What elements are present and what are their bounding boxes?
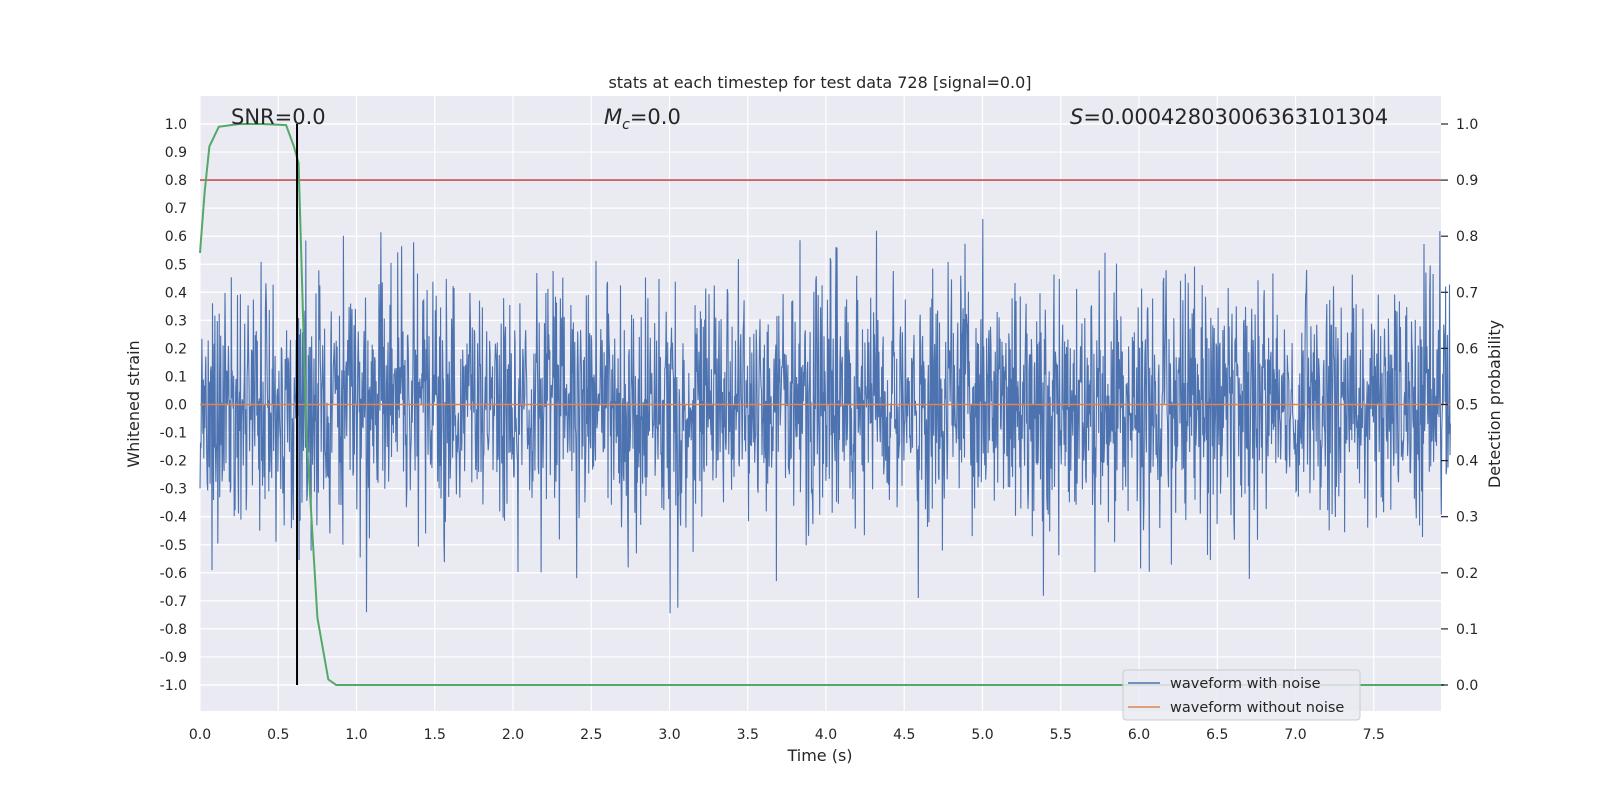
y-left-tick-label-2: 0.8 <box>165 173 187 189</box>
y-right-tick-label-3: 0.7 <box>1456 285 1478 301</box>
y-left-tick-label-4: 0.6 <box>165 229 187 245</box>
y-left-tick-label-7: 0.3 <box>165 313 187 329</box>
y-left-axis-ticks: 1.0 0.9 0.8 0.7 0.6 0.5 0.4 0.3 0.2 0.1 0.0 -0.1 -0.… <box>160 117 187 694</box>
y-left-axis-label: Whitened strain <box>124 340 143 467</box>
legend: waveform with noise waveform without noi… <box>1122 669 1361 721</box>
y-left-tick-label-8: 0.2 <box>165 341 187 357</box>
legend-label-with-noise: waveform with noise <box>1170 676 1321 692</box>
x-tick-label-3: 1.5 <box>424 727 446 743</box>
y-right-tick-label-0: 1.0 <box>1456 117 1478 133</box>
y-left-tick-label-13: -0.3 <box>160 482 187 498</box>
y-left-tick-label-11: -0.1 <box>160 426 187 442</box>
x-tick-label-5: 2.5 <box>580 727 602 743</box>
y-left-tick-label-19: -0.9 <box>160 650 187 666</box>
y-right-axis-ticks: 1.0 0.9 0.8 0.7 0.6 0.5 0.4 0.3 0.2 0.1 0.0 <box>1441 117 1478 694</box>
y-right-tick-label-1: 0.9 <box>1456 173 1478 189</box>
x-tick-label-15: 7.5 <box>1363 727 1385 743</box>
y-left-tick-label-3: 0.7 <box>165 201 187 217</box>
x-tick-label-9: 4.5 <box>893 727 915 743</box>
y-right-tick-label-5: 0.5 <box>1456 398 1478 414</box>
y-right-tick-label-4: 0.6 <box>1456 341 1478 357</box>
overlay-lines <box>199 123 1451 686</box>
x-axis-ticks: 0.0 0.5 1.0 1.5 2.0 2.5 3.0 3.5 4.0 4.5 5.0 5.5 6.0 6… <box>189 727 1385 743</box>
y-left-tick-label-10: 0.0 <box>165 398 187 414</box>
x-tick-label-7: 3.5 <box>737 727 759 743</box>
y-left-tick-label-9: 0.1 <box>165 369 187 385</box>
annotation-statistic: S=0.00042803006363101304 <box>1070 105 1388 129</box>
y-right-tick-label-8: 0.2 <box>1456 566 1478 582</box>
y-left-tick-label-1: 0.9 <box>165 145 187 161</box>
y-left-tick-label-16: -0.6 <box>160 566 187 582</box>
y-right-tick-label-6: 0.4 <box>1456 454 1478 470</box>
annotation-snr: SNR=0.0 <box>231 105 326 129</box>
y-right-axis-label: Detection probability <box>1485 320 1504 488</box>
y-left-tick-label-18: -0.8 <box>160 622 187 638</box>
y-right-tick-label-9: 0.1 <box>1456 622 1478 638</box>
x-tick-label-13: 6.5 <box>1206 727 1228 743</box>
x-tick-label-8: 4.0 <box>815 727 837 743</box>
y-right-tick-label-10: 0.0 <box>1456 678 1478 694</box>
x-tick-label-1: 0.5 <box>267 727 289 743</box>
legend-label-without-noise: waveform without noise <box>1170 700 1344 716</box>
chart-title: stats at each timestep for test data 728… <box>608 73 1031 92</box>
y-right-tick-label-7: 0.3 <box>1456 510 1478 526</box>
x-tick-label-14: 7.0 <box>1284 727 1306 743</box>
x-tick-label-10: 5.0 <box>971 727 993 743</box>
x-tick-label-6: 3.0 <box>658 727 680 743</box>
y-right-tick-label-2: 0.8 <box>1456 229 1478 245</box>
y-left-tick-label-5: 0.5 <box>165 257 187 273</box>
y-left-tick-label-12: -0.2 <box>160 454 187 470</box>
x-tick-label-2: 1.0 <box>345 727 367 743</box>
series-waveform-with-noise <box>199 218 1451 614</box>
legend-box <box>1122 669 1361 721</box>
y-left-tick-label-14: -0.4 <box>160 510 187 526</box>
detection-probability-curve <box>199 123 1445 686</box>
y-left-tick-label-20: -1.0 <box>160 678 187 694</box>
annotation-chirp-mass: Mc=0.0 <box>604 105 681 133</box>
y-left-tick-label-15: -0.5 <box>160 538 187 554</box>
x-tick-label-0: 0.0 <box>189 727 211 743</box>
x-tick-label-11: 5.5 <box>1050 727 1072 743</box>
y-left-tick-label-17: -0.7 <box>160 594 187 610</box>
noise-trace <box>199 218 1451 614</box>
y-left-tick-label-6: 0.4 <box>165 285 187 301</box>
y-left-tick-label-0: 1.0 <box>165 117 187 133</box>
x-tick-label-12: 6.0 <box>1128 727 1150 743</box>
x-tick-label-4: 2.0 <box>502 727 524 743</box>
x-axis-label: Time (s) <box>786 746 852 765</box>
